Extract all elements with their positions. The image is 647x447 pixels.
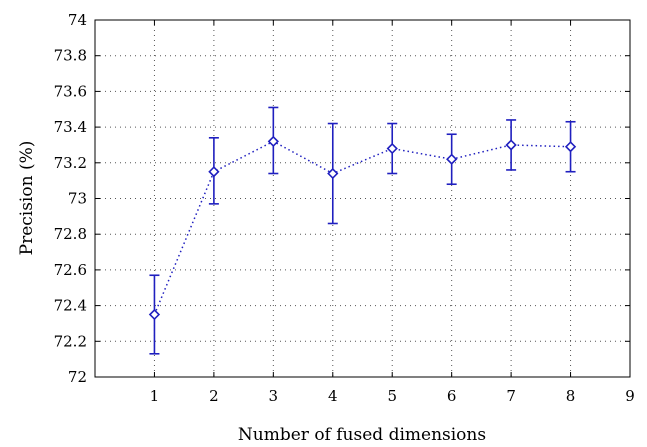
axis-ticks (95, 19, 631, 378)
data-point (505, 139, 517, 151)
y-tick-label: 73.4 (54, 118, 87, 136)
y-tick-label: 73.6 (54, 82, 87, 100)
x-tick-label: 2 (209, 387, 219, 405)
y-tick-label: 73.8 (54, 47, 87, 65)
y-axis-label: Precision (%) (17, 141, 37, 256)
x-tick-label: 5 (387, 387, 397, 405)
y-tick-label: 72.4 (54, 297, 87, 315)
data-point (148, 308, 161, 321)
y-tick-label: 74 (68, 11, 87, 29)
y-tick-label: 72.2 (54, 332, 87, 350)
data-point (386, 142, 398, 155)
data-point (446, 153, 458, 165)
x-tick-label: 1 (150, 387, 160, 405)
data-point (267, 135, 279, 148)
x-tick-labels: 1 2 3 4 5 6 7 8 9 (150, 387, 635, 405)
y-tick-label: 73.2 (54, 154, 87, 172)
y-tick-label: 73 (68, 190, 87, 208)
x-axis-label: Number of fused dimensions (238, 425, 486, 445)
data-point (208, 166, 220, 178)
x-tick-label: 4 (328, 387, 338, 405)
y-tick-label: 72.8 (54, 225, 87, 243)
x-tick-label: 7 (506, 387, 516, 405)
series-line (153, 140, 571, 315)
grid (95, 20, 630, 377)
y-tick-label: 72.6 (54, 261, 87, 279)
x-tick-label: 6 (447, 387, 457, 405)
data-point (327, 167, 339, 180)
series-group (148, 106, 577, 355)
data-point (564, 141, 577, 153)
x-tick-label: 3 (269, 387, 279, 405)
x-tick-label: 9 (625, 387, 635, 405)
x-tick-label: 8 (566, 387, 576, 405)
y-tick-labels: 72 72.2 72.4 72.6 72.8 73 73.2 73.4 73.6 73.8 74 (54, 11, 87, 386)
y-tick-label: 72 (68, 368, 87, 386)
